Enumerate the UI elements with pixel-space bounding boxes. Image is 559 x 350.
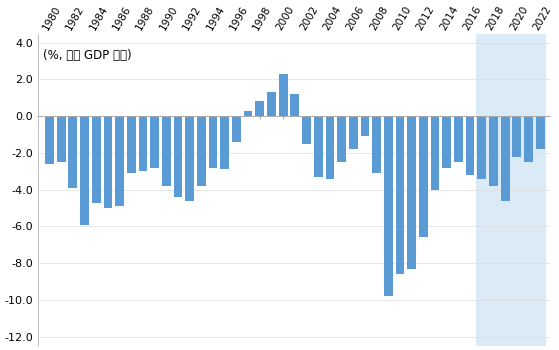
Bar xyxy=(454,116,463,162)
Bar xyxy=(419,116,428,237)
Bar xyxy=(466,116,475,175)
Bar xyxy=(174,116,182,197)
Bar xyxy=(408,116,416,269)
Bar xyxy=(80,116,89,225)
Bar xyxy=(396,116,404,274)
Bar xyxy=(477,116,486,178)
Bar xyxy=(476,34,546,346)
Bar xyxy=(501,116,510,201)
Bar xyxy=(197,116,206,186)
Bar xyxy=(361,116,369,136)
Text: (%, 명목 GDP 대비): (%, 명목 GDP 대비) xyxy=(43,49,131,62)
Bar xyxy=(232,116,241,142)
Bar xyxy=(244,111,253,116)
Bar xyxy=(536,116,544,149)
Bar xyxy=(57,116,65,162)
Bar xyxy=(220,116,229,169)
Bar xyxy=(45,116,54,164)
Bar xyxy=(209,116,217,168)
Bar xyxy=(384,116,392,296)
Bar xyxy=(279,74,287,116)
Bar xyxy=(139,116,148,171)
Bar xyxy=(127,116,136,173)
Bar xyxy=(92,116,101,203)
Bar xyxy=(442,116,451,168)
Bar xyxy=(372,116,381,173)
Bar xyxy=(68,116,77,188)
Bar xyxy=(267,92,276,116)
Bar xyxy=(255,102,264,116)
Bar xyxy=(513,116,521,156)
Bar xyxy=(302,116,311,144)
Bar xyxy=(162,116,170,186)
Bar xyxy=(115,116,124,206)
Bar xyxy=(185,116,194,201)
Bar xyxy=(150,116,159,168)
Bar xyxy=(314,116,323,177)
Bar xyxy=(349,116,358,149)
Bar xyxy=(524,116,533,162)
Bar xyxy=(489,116,498,186)
Bar xyxy=(291,94,299,116)
Bar xyxy=(325,116,334,178)
Bar xyxy=(337,116,346,162)
Bar xyxy=(430,116,439,190)
Bar xyxy=(103,116,112,208)
